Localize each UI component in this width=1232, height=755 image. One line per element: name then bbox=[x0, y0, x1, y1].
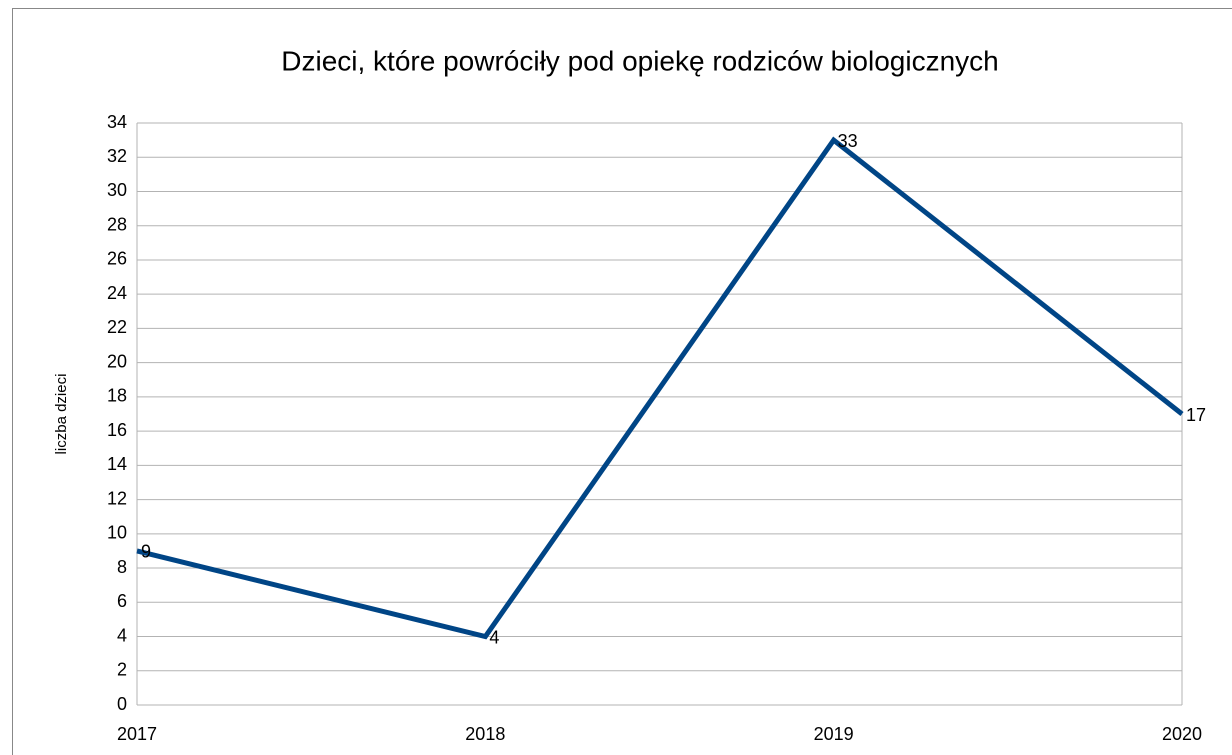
y-tick-label: 26 bbox=[107, 249, 127, 269]
x-tick-label: 2019 bbox=[814, 724, 854, 744]
x-tick-label: 2017 bbox=[117, 724, 157, 744]
chart-title: Dzieci, które powróciły pod opiekę rodzi… bbox=[281, 45, 998, 76]
data-label: 9 bbox=[141, 542, 151, 562]
y-tick-label: 32 bbox=[107, 146, 127, 166]
y-tick-label: 10 bbox=[107, 523, 127, 543]
y-axis-label: liczba dzieci bbox=[53, 374, 70, 455]
data-label: 17 bbox=[1186, 405, 1206, 425]
y-tick-label: 2 bbox=[117, 660, 127, 680]
y-tick-label: 20 bbox=[107, 351, 127, 371]
y-tick-label: 4 bbox=[117, 625, 127, 645]
y-tick-label: 34 bbox=[107, 112, 127, 132]
y-tick-label: 28 bbox=[107, 214, 127, 234]
y-tick-label: 18 bbox=[107, 386, 127, 406]
data-label: 33 bbox=[838, 131, 858, 151]
x-tick-label: 2020 bbox=[1162, 724, 1202, 744]
chart-frame bbox=[12, 8, 1232, 755]
y-tick-label: 16 bbox=[107, 420, 127, 440]
y-tick-label: 6 bbox=[117, 591, 127, 611]
y-tick-label: 22 bbox=[107, 317, 127, 337]
data-label: 4 bbox=[489, 627, 499, 647]
y-tick-label: 24 bbox=[107, 283, 127, 303]
y-tick-label: 12 bbox=[107, 488, 127, 508]
x-tick-label: 2018 bbox=[465, 724, 505, 744]
y-tick-label: 30 bbox=[107, 180, 127, 200]
y-tick-label: 14 bbox=[107, 454, 127, 474]
data-line bbox=[136, 136, 1184, 640]
y-tick-label: 0 bbox=[117, 694, 127, 714]
y-tick-label: 8 bbox=[117, 557, 127, 577]
